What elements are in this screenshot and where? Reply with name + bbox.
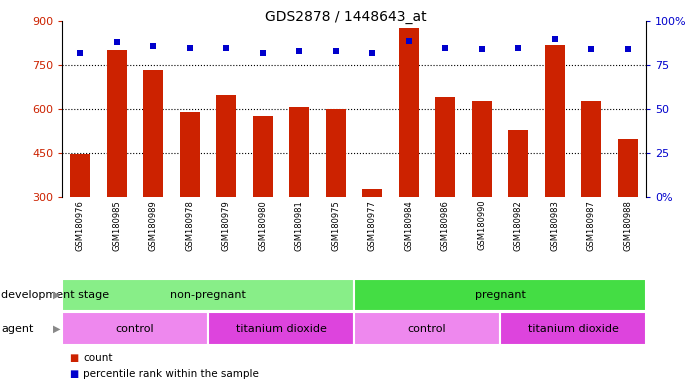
Text: GSM180977: GSM180977 [368,200,377,251]
Text: GSM180979: GSM180979 [222,200,231,250]
Bar [581,101,601,197]
Text: GSM180975: GSM180975 [332,200,341,250]
Bar [509,130,529,197]
Bar [62,313,208,345]
Text: GSM180988: GSM180988 [623,200,632,251]
Text: ▶: ▶ [53,324,60,334]
Text: ■: ■ [69,353,78,363]
Text: GSM180976: GSM180976 [76,200,85,251]
Bar [354,279,646,311]
Text: development stage: development stage [1,290,109,300]
Text: titanium dioxide: titanium dioxide [236,324,327,334]
Text: count: count [83,353,113,363]
Text: ▶: ▶ [53,290,60,300]
Bar [500,313,646,345]
Text: GSM180982: GSM180982 [514,200,523,250]
Bar [180,112,200,197]
Text: GSM180978: GSM180978 [185,200,194,251]
Text: control: control [116,324,155,334]
Text: non-pregnant: non-pregnant [170,290,246,300]
Bar [70,154,91,197]
Text: GSM180980: GSM180980 [258,200,267,250]
Bar [208,313,354,345]
Text: GSM180984: GSM180984 [404,200,413,250]
Text: agent: agent [1,324,34,334]
Bar [362,189,382,197]
Bar [62,279,354,311]
Text: percentile rank within the sample: percentile rank within the sample [83,369,259,379]
Bar [618,139,638,197]
Text: titanium dioxide: titanium dioxide [528,324,618,334]
Text: control: control [408,324,446,334]
Bar [290,107,310,197]
Bar [472,101,492,197]
Text: GSM180981: GSM180981 [295,200,304,250]
Text: GSM180986: GSM180986 [441,200,450,251]
Text: pregnant: pregnant [475,290,526,300]
Text: GSM180983: GSM180983 [550,200,559,251]
Bar [253,116,273,197]
Text: GSM180987: GSM180987 [587,200,596,251]
Text: GSM180990: GSM180990 [477,200,486,250]
Text: GDS2878 / 1448643_at: GDS2878 / 1448643_at [265,10,426,23]
Bar [399,28,419,197]
Bar [354,313,500,345]
Bar [107,50,127,197]
Bar [144,70,164,197]
Text: GSM180989: GSM180989 [149,200,158,250]
Bar [545,45,565,197]
Text: ■: ■ [69,369,78,379]
Bar [216,95,236,197]
Bar [435,98,455,197]
Bar [326,109,346,197]
Text: GSM180985: GSM180985 [113,200,122,250]
